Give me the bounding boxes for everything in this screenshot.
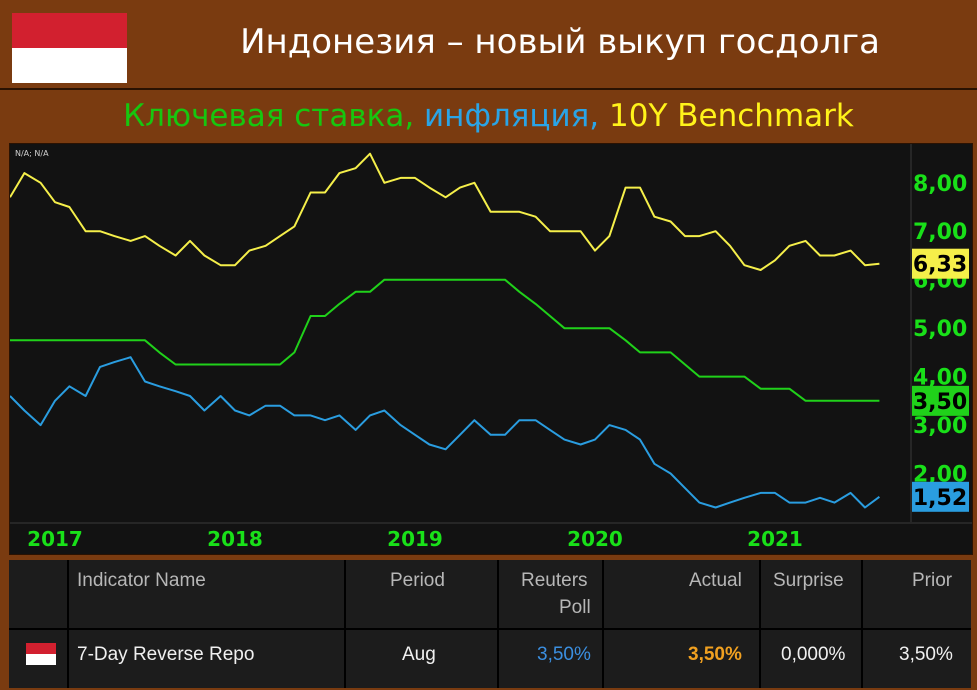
y-tick-label: 3,00 (913, 414, 967, 439)
x-tick-label: 2018 (207, 527, 263, 551)
indonesia-flag-icon (26, 643, 56, 665)
series-end-label: 3,50 (913, 390, 967, 415)
col-header-surprise: Surprise (773, 570, 844, 591)
row-prior: 3,50% (899, 644, 953, 665)
series-end-label: 6,33 (913, 253, 967, 278)
series-end-label: 1,52 (913, 486, 967, 511)
subtitle-benchmark: 10Y Benchmark (609, 98, 854, 134)
series-end-label-box (912, 248, 969, 279)
x-tick-label: 2020 (567, 527, 623, 551)
col-header-prior: Prior (912, 570, 953, 591)
series-line (10, 356, 880, 509)
series-line (10, 152, 880, 271)
indicator-table: Indicator Name Period Reuters Poll Actua… (9, 560, 971, 688)
row-surprise: 0,000% (781, 644, 846, 665)
series-end-label-box (912, 481, 969, 512)
subtitle-inflation: инфляция, (424, 98, 610, 134)
col-header-actual: Actual (689, 570, 742, 591)
row-indicator-name: 7-Day Reverse Repo (77, 644, 255, 665)
x-tick-label: 2017 (27, 527, 83, 551)
y-tick-label: 8,00 (913, 172, 967, 197)
line-chart: N/A; N/A2,003,004,005,006,007,008,002017… (10, 144, 972, 551)
chart-subtitle: Ключевая ставка, инфляция, 10Y Benchmark (0, 98, 977, 134)
series-line (10, 278, 880, 402)
indonesia-flag-icon (12, 13, 127, 83)
col-header-period: Period (390, 570, 445, 591)
subtitle-key-rate: Ключевая ставка, (123, 98, 425, 134)
x-tick-label: 2019 (387, 527, 443, 551)
row-poll: 3,50% (537, 644, 591, 665)
corner-label: N/A; N/A (15, 149, 49, 158)
y-tick-label: 5,00 (913, 317, 967, 342)
col-header-poll-line2: Poll (559, 597, 591, 618)
x-tick-label: 2021 (747, 527, 803, 551)
row-actual: 3,50% (688, 644, 742, 665)
y-tick-label: 7,00 (913, 220, 967, 245)
col-header-poll-line1: Reuters (521, 570, 588, 591)
row-period: Aug (402, 644, 436, 665)
chart-panel: N/A; N/A 2,00 3,00 4,00 5,00 6,00 7,00 8,00 2017… (9, 143, 973, 555)
series-end-label-box (912, 385, 969, 416)
col-header-indicator: Indicator Name (77, 570, 206, 591)
page-title: Индонезия – новый выкуп госдолга (240, 22, 880, 62)
header-bar: Индонезия – новый выкуп госдолга (0, 0, 977, 90)
